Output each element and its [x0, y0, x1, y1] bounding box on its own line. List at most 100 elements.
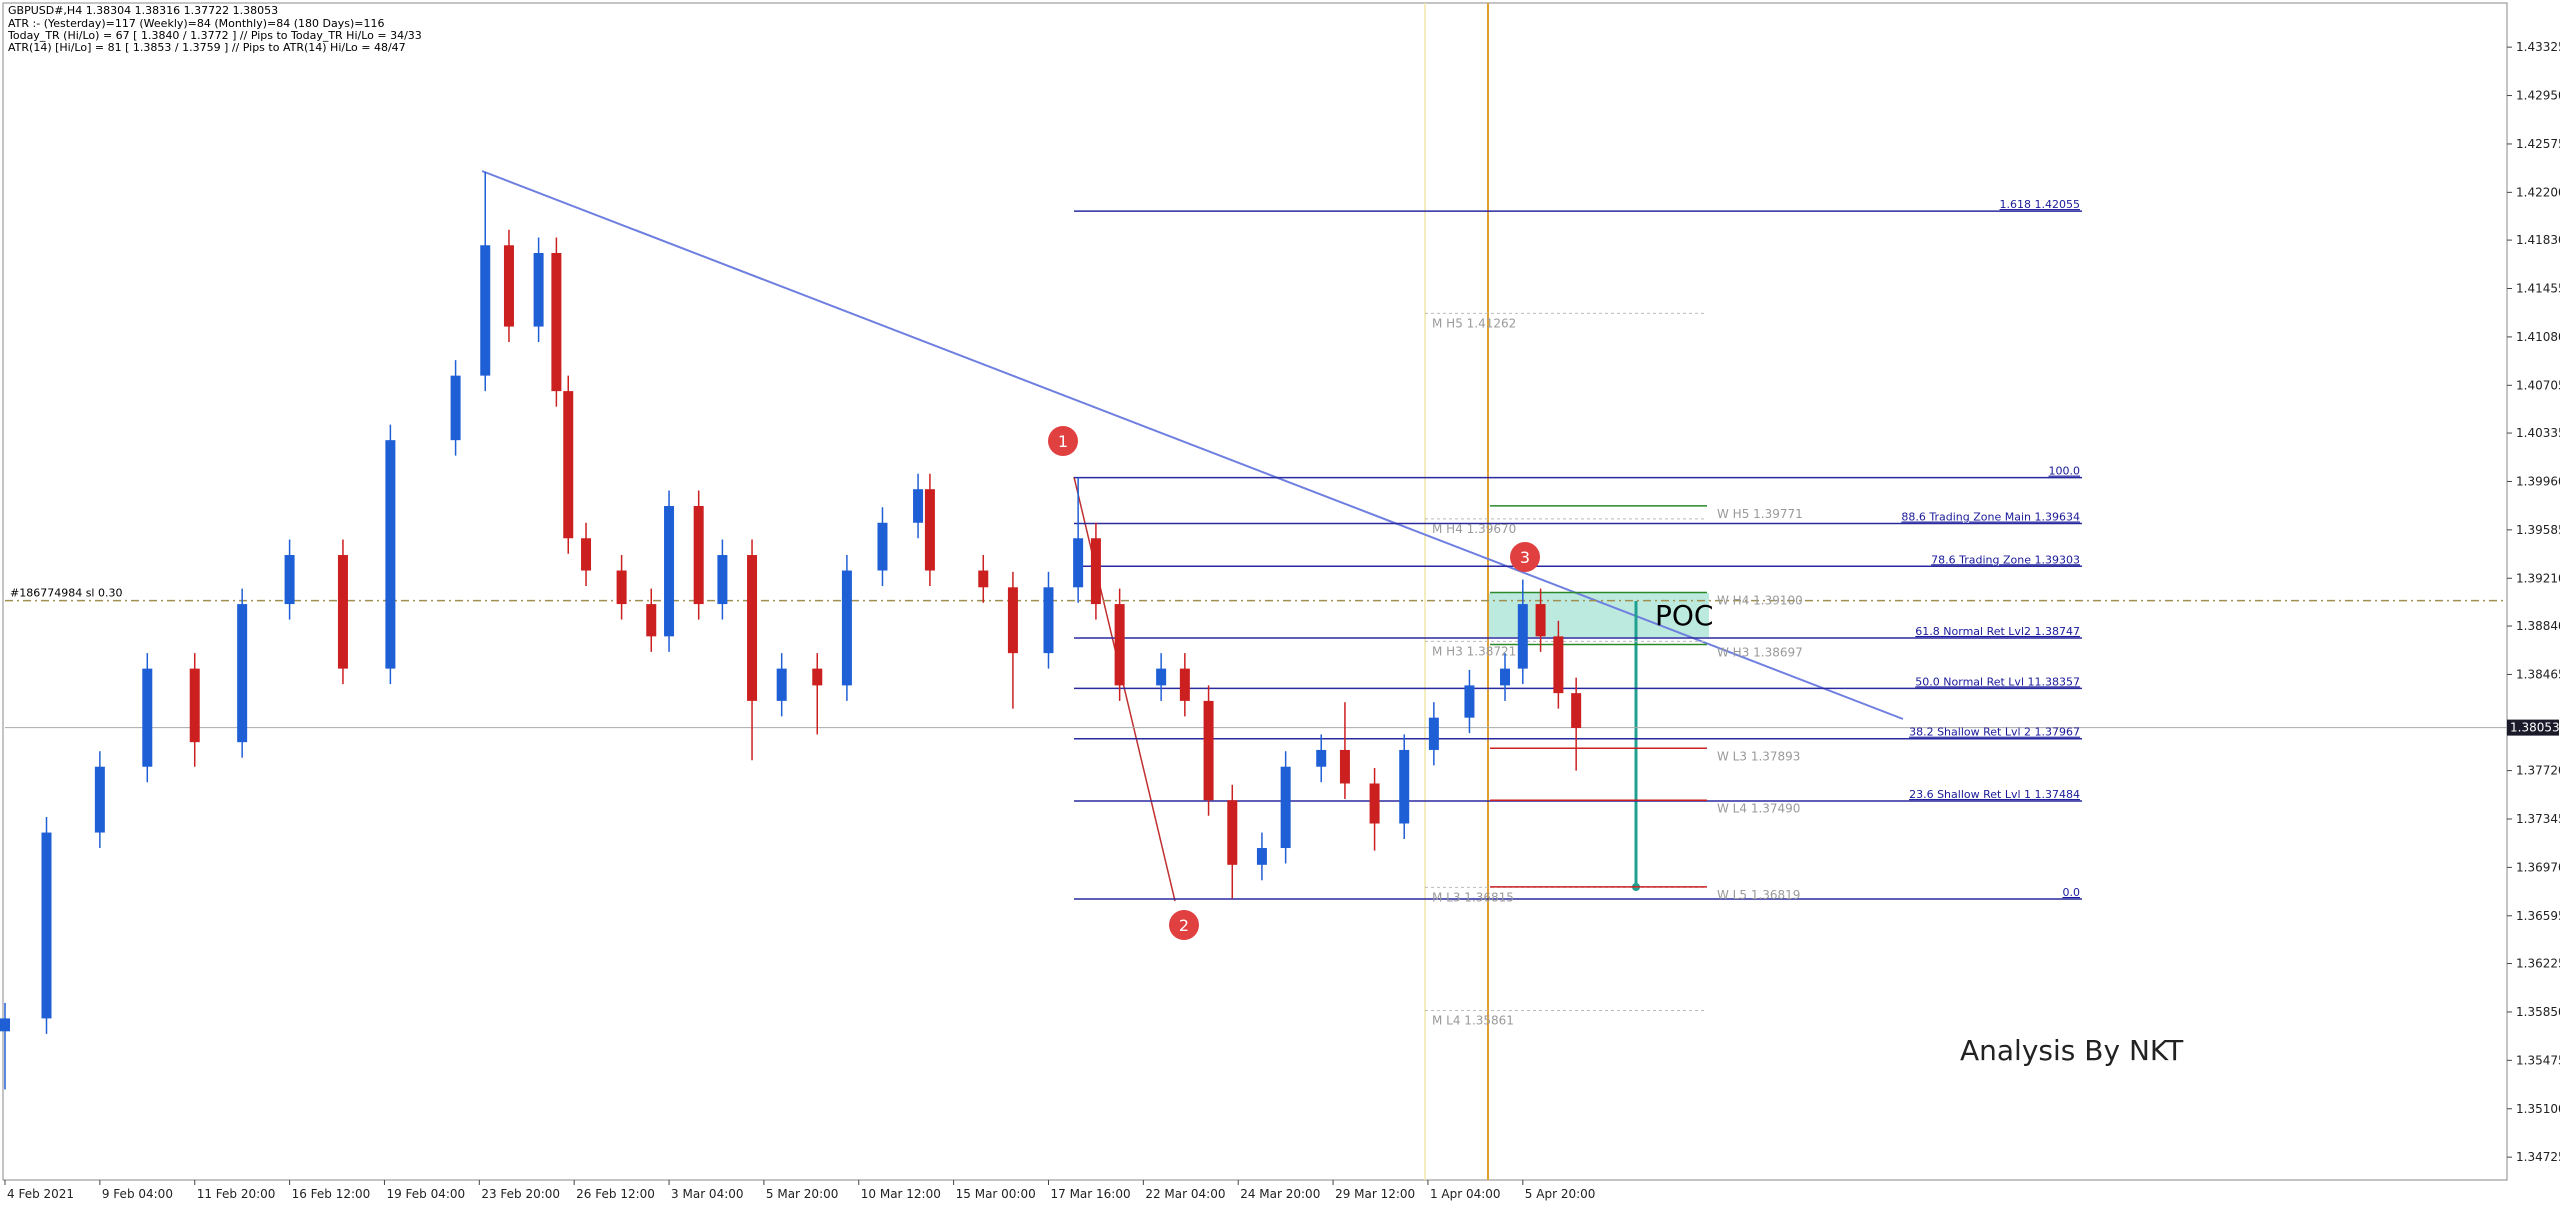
monthly-pivot-label: M L3 1.36815	[1432, 890, 1514, 904]
y-tick-label: 1.43325	[2516, 40, 2560, 54]
monthly-pivot-label: M L4 1.35861	[1432, 1014, 1514, 1028]
candle-body	[1553, 636, 1564, 694]
x-tick-label: 15 Mar 00:00	[956, 1187, 1036, 1201]
candle-body	[1256, 848, 1267, 865]
x-tick-label: 24 Mar 20:00	[1240, 1187, 1320, 1201]
y-tick-label: 1.42200	[2516, 185, 2560, 199]
candle-body	[385, 440, 396, 669]
candle-body	[646, 604, 657, 637]
candle-body	[1227, 800, 1238, 865]
x-tick-label: 23 Feb 20:00	[481, 1187, 560, 1201]
candle-body	[551, 253, 562, 392]
y-tick-label: 1.42950	[2516, 89, 2560, 103]
candle-body	[1090, 538, 1101, 605]
candle-body	[1007, 587, 1018, 654]
candle-body	[717, 555, 728, 605]
candle-body	[480, 245, 491, 376]
y-tick-label: 1.35100	[2516, 1102, 2560, 1116]
y-tick-label: 1.39960	[2516, 474, 2560, 488]
poc-label: POC	[1655, 599, 1713, 632]
y-tick-label: 1.37720	[2516, 764, 2560, 778]
candle-body	[1203, 700, 1214, 801]
candle-body	[581, 538, 592, 571]
fib-label: 50.0 Normal Ret Lvl 11.38357	[1915, 675, 2080, 688]
y-tick-label: 1.41455	[2516, 282, 2560, 296]
wave-marker	[1048, 426, 1078, 456]
candle-body	[1316, 749, 1327, 767]
monthly-pivot-label: M H3 1.38721	[1432, 644, 1516, 658]
candle-body	[1428, 717, 1439, 750]
info-line: Today_TR (Hi/Lo) = 67 [ 1.3840 / 1.3772 …	[7, 29, 422, 42]
candle-body	[1339, 749, 1350, 784]
candle-body	[978, 570, 989, 588]
y-tick-label: 1.36595	[2516, 909, 2560, 923]
candle-body	[189, 668, 200, 743]
candle-body	[1179, 668, 1190, 701]
candle-body	[1114, 604, 1125, 686]
y-tick-label: 1.36970	[2516, 860, 2560, 874]
candle-body	[1043, 587, 1054, 654]
x-tick-label: 11 Feb 20:00	[197, 1187, 276, 1201]
fib-label: 38.2 Shallow Ret Lvl 2 1.37967	[1909, 726, 2080, 739]
x-tick-label: 29 Mar 12:00	[1335, 1187, 1415, 1201]
candle-body	[616, 570, 627, 605]
y-tick-label: 1.36225	[2516, 957, 2560, 971]
candle-body	[41, 832, 52, 1019]
candle-body	[1399, 749, 1410, 824]
candle-body	[563, 391, 574, 539]
wave-marker	[1169, 910, 1199, 940]
y-tick-label: 1.38840	[2516, 619, 2560, 633]
candle-body	[1073, 538, 1084, 588]
x-tick-label: 19 Feb 04:00	[386, 1187, 465, 1201]
candle-body	[841, 570, 852, 686]
candle-body	[94, 766, 105, 833]
fib-label: 100.0	[2049, 465, 2081, 478]
wave-marker	[1510, 542, 1540, 572]
candle-body	[913, 489, 924, 523]
x-tick-label: 5 Mar 20:00	[766, 1187, 839, 1201]
x-tick-label: 5 Apr 20:00	[1525, 1187, 1596, 1201]
weekly-pivot-label: W L4 1.37490	[1717, 801, 1800, 815]
candle-body	[1280, 766, 1291, 849]
y-tick-label: 1.42575	[2516, 137, 2560, 151]
candle-body	[450, 375, 461, 441]
y-tick-label: 1.40705	[2516, 378, 2560, 392]
candle-body	[284, 555, 295, 605]
x-tick-label: 1 Apr 04:00	[1430, 1187, 1501, 1201]
wave-marker-label: 1	[1058, 432, 1068, 451]
x-tick-label: 16 Feb 12:00	[292, 1187, 371, 1201]
y-tick-label: 1.39585	[2516, 523, 2560, 537]
current-price-label: 1.38053	[2510, 721, 2560, 735]
fib-label: 61.8 Normal Ret Lvl2 1.38747	[1915, 625, 2080, 638]
plot-frame	[2, 2, 2508, 1181]
trendline	[481, 170, 1904, 720]
monthly-pivot-label: M H5 1.41262	[1432, 316, 1516, 330]
y-tick-label: 1.40335	[2516, 426, 2560, 440]
candle-body	[142, 668, 153, 767]
candle-body	[664, 505, 675, 637]
candle-body	[1517, 604, 1528, 669]
candle-body	[237, 604, 248, 743]
fib-label: 88.6 Trading Zone Main 1.39634	[1901, 511, 2080, 524]
fib-label: 0.0	[2063, 886, 2081, 899]
x-tick-label: 26 Feb 12:00	[576, 1187, 655, 1201]
current-price-box	[2507, 719, 2559, 736]
candle-body	[337, 555, 348, 669]
candle-body	[693, 505, 704, 605]
candle-body	[1500, 668, 1511, 686]
x-tick-label: 9 Feb 04:00	[102, 1187, 173, 1201]
fib-label: 1.618 1.42055	[2000, 198, 2080, 211]
candle-body	[1571, 693, 1582, 728]
candle-body	[924, 489, 935, 571]
y-tick-label: 1.41080	[2516, 330, 2560, 344]
y-tick-label: 1.37345	[2516, 812, 2560, 826]
wave-marker-label: 2	[1179, 916, 1189, 935]
weekly-pivot-label: W H4 1.39100	[1717, 593, 1803, 607]
candle-body	[533, 253, 544, 327]
info-line: ATR :- (Yesterday)=117 (Weekly)=84 (Mont…	[8, 17, 384, 30]
y-tick-label: 1.39210	[2516, 571, 2560, 585]
candle-body	[1369, 783, 1380, 824]
candle-body	[1535, 604, 1546, 637]
